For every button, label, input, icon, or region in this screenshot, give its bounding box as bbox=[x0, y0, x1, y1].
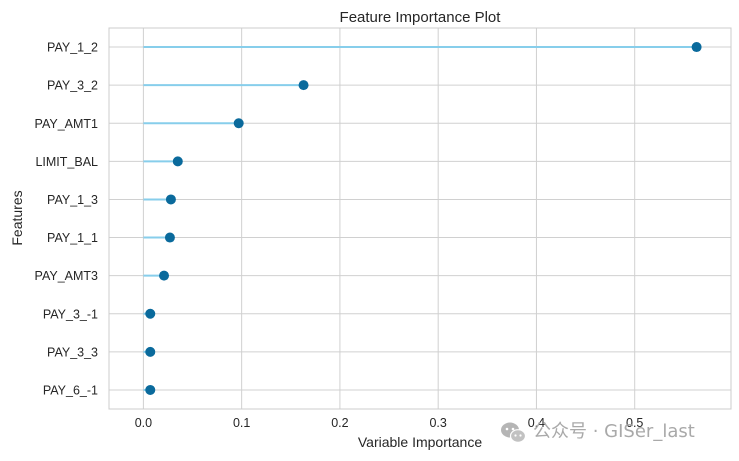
x-tick-labels: 0.0 0.1 0.2 0.3 0.4 0.5 bbox=[135, 416, 644, 430]
x-tick-label: 0.4 bbox=[528, 416, 545, 430]
data-markers bbox=[145, 42, 702, 395]
marker-PAY_1_1 bbox=[164, 232, 175, 243]
plot-area bbox=[109, 28, 731, 409]
marker-PAY_1_3 bbox=[165, 194, 176, 205]
watermark-text: 公众号 · GISer_last bbox=[533, 421, 695, 442]
x-tick-label: 0.2 bbox=[331, 416, 348, 430]
marker-PAY_AMT3 bbox=[159, 270, 170, 281]
wechat-icon bbox=[501, 422, 527, 443]
marker-PAY_AMT1 bbox=[233, 118, 244, 129]
stem-lines bbox=[143, 46, 697, 391]
y-tick-labels: PAY_1_2 PAY_3_2 PAY_AMT1 LIMIT_BAL PAY_1_3 PA… bbox=[35, 41, 98, 398]
y-axis-title: Features bbox=[9, 190, 25, 245]
marker-PAY_6_-1 bbox=[145, 384, 156, 395]
y-tick-label: LIMIT_BAL bbox=[35, 155, 98, 169]
marker-PAY_3_-1 bbox=[145, 308, 156, 319]
y-tick-label: PAY_3_-1 bbox=[43, 307, 98, 321]
y-tick-label: PAY_1_1 bbox=[47, 231, 98, 245]
x-axis-title: Variable Importance bbox=[358, 434, 482, 450]
x-tick-label: 0.1 bbox=[233, 416, 250, 430]
x-tick-label: 0.3 bbox=[429, 416, 446, 430]
y-tick-label: PAY_6_-1 bbox=[43, 383, 98, 397]
chart-title: Feature Importance Plot bbox=[340, 9, 502, 26]
y-tick-label: PAY_1_3 bbox=[47, 193, 98, 207]
marker-PAY_3_3 bbox=[145, 346, 156, 357]
y-tick-label: PAY_3_3 bbox=[47, 345, 98, 359]
plot-frame bbox=[108, 27, 732, 410]
y-tick-label: PAY_AMT1 bbox=[35, 117, 98, 131]
y-tick-label: PAY_1_2 bbox=[47, 41, 98, 55]
marker-PAY_1_2 bbox=[691, 42, 702, 53]
y-tick-label: PAY_3_2 bbox=[47, 79, 98, 93]
marker-LIMIT_BAL bbox=[172, 156, 183, 167]
marker-PAY_3_2 bbox=[298, 80, 309, 91]
watermark: 公众号 · GISer_last bbox=[501, 421, 695, 443]
y-tick-label: PAY_AMT3 bbox=[35, 269, 98, 283]
x-tick-label: 0.5 bbox=[626, 416, 643, 430]
x-tick-label: 0.0 bbox=[135, 416, 152, 430]
